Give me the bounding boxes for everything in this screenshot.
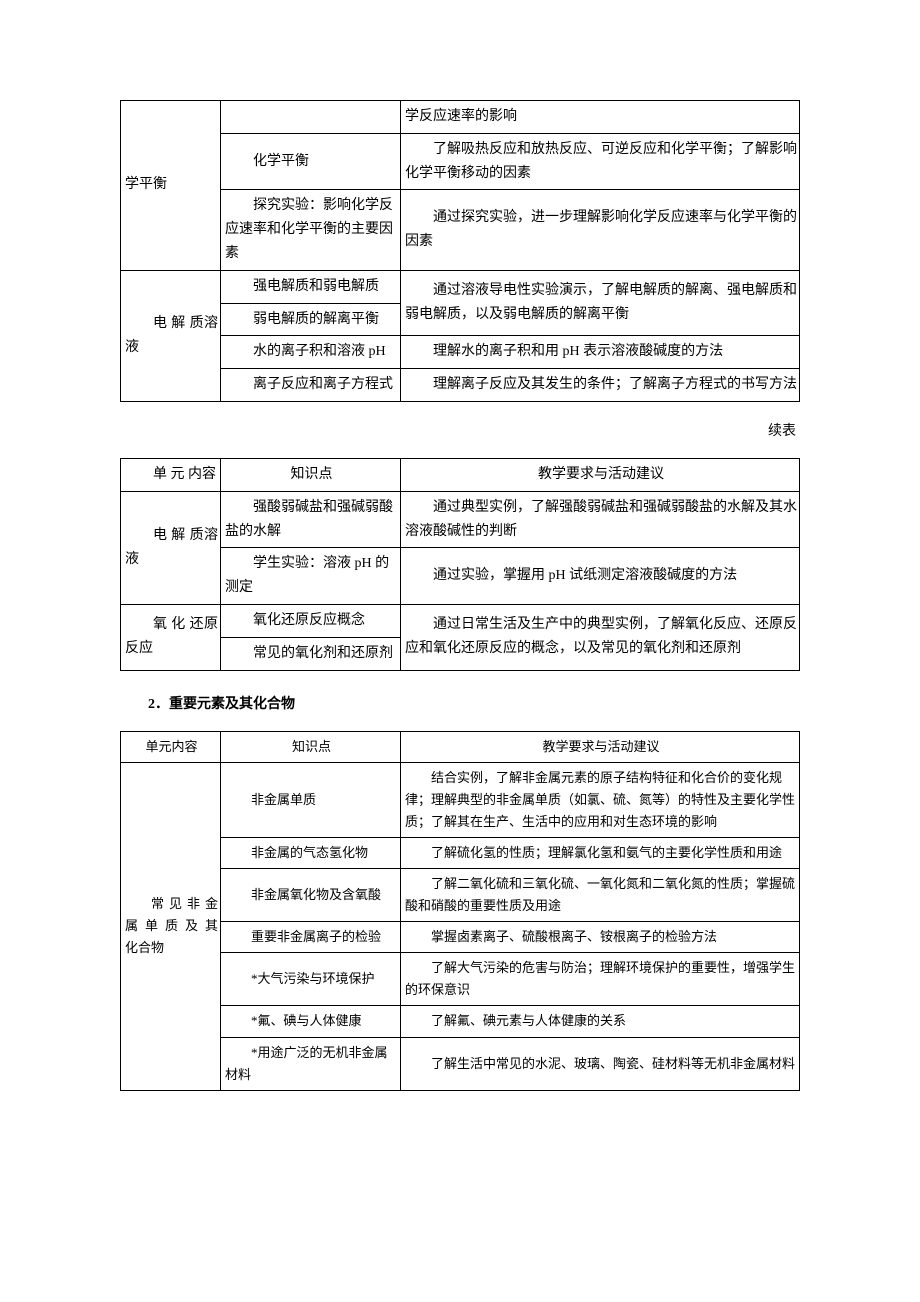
table-row: 电 解 质溶液 强电解质和弱电解质 通过溶液导电性实验演示，了解电解质的解离、强… bbox=[121, 270, 800, 303]
req-cell: 通过日常生活及生产中的典型实例，了解氧化反应、还原反应和氧化还原反应的概念，以及… bbox=[401, 604, 800, 670]
continue-table-label: 续表 bbox=[120, 420, 796, 440]
table-row: 重要非金属离子的检验 掌握卤素离子、硫酸根离子、铵根离子的检验方法 bbox=[121, 922, 800, 953]
req-cell: 了解吸热反应和放热反应、可逆反应和化学平衡；了解影响化学平衡移动的因素 bbox=[401, 133, 800, 190]
req-cell: 掌握卤素离子、硫酸根离子、铵根离子的检验方法 bbox=[401, 922, 800, 953]
topic-cell: 弱电解质的解离平衡 bbox=[221, 303, 401, 336]
req-cell: 学反应速率的影响 bbox=[401, 101, 800, 134]
unit-cell: 电 解 质溶液 bbox=[121, 491, 221, 604]
table-row: 学生实验：溶液 pH 的测定 通过实验，掌握用 pH 试纸测定溶液酸碱度的方法 bbox=[121, 548, 800, 605]
topic-cell: 探究实验：影响化学反应速率和化学平衡的主要因素 bbox=[221, 190, 401, 270]
header-unit: 单 元 内容 bbox=[121, 458, 221, 491]
req-cell: 通过典型实例，了解强酸弱碱盐和强碱弱酸盐的水解及其水溶液酸碱性的判断 bbox=[401, 491, 800, 548]
table-header-row: 单元内容 知识点 教学要求与活动建议 bbox=[121, 731, 800, 762]
topic-cell: 常见的氧化剂和还原剂 bbox=[221, 637, 401, 670]
table-row: 非金属氧化物及含氧酸 了解二氧化硫和三氧化硫、一氧化氮和二氧化氮的性质；掌握硫酸… bbox=[121, 869, 800, 922]
table-chemistry-continued: 单 元 内容 知识点 教学要求与活动建议 电 解 质溶液 强酸弱碱盐和强碱弱酸盐… bbox=[120, 458, 800, 671]
unit-cell: 学平衡 bbox=[121, 101, 221, 271]
table-row: 非金属的气态氢化物 了解硫化氢的性质；理解氯化氢和氨气的主要化学性质和用途 bbox=[121, 837, 800, 868]
topic-cell: 化学平衡 bbox=[221, 133, 401, 190]
topic-cell: 非金属氧化物及含氧酸 bbox=[221, 869, 401, 922]
req-cell: 通过溶液导电性实验演示，了解电解质的解离、强电解质和弱电解质，以及弱电解质的解离… bbox=[401, 270, 800, 336]
topic-cell: 非金属的气态氢化物 bbox=[221, 837, 401, 868]
topic-cell: 学生实验：溶液 pH 的测定 bbox=[221, 548, 401, 605]
table-header-row: 单 元 内容 知识点 教学要求与活动建议 bbox=[121, 458, 800, 491]
topic-cell: *氟、碘与人体健康 bbox=[221, 1006, 401, 1037]
header-req: 教学要求与活动建议 bbox=[401, 458, 800, 491]
table-row: 化学平衡 了解吸热反应和放热反应、可逆反应和化学平衡；了解影响化学平衡移动的因素 bbox=[121, 133, 800, 190]
topic-cell: 离子反应和离子方程式 bbox=[221, 369, 401, 402]
table-row: 学平衡 学反应速率的影响 bbox=[121, 101, 800, 134]
header-req: 教学要求与活动建议 bbox=[401, 731, 800, 762]
req-cell: 理解水的离子积和用 pH 表示溶液酸碱度的方法 bbox=[401, 336, 800, 369]
table-row: *大气污染与环境保护 了解大气污染的危害与防治；理解环境保护的重要性，增强学生的… bbox=[121, 953, 800, 1006]
table-row: 水的离子积和溶液 pH 理解水的离子积和用 pH 表示溶液酸碱度的方法 bbox=[121, 336, 800, 369]
header-unit: 单元内容 bbox=[121, 731, 221, 762]
table-row: *用途广泛的无机非金属材料 了解生活中常见的水泥、玻璃、陶瓷、硅材料等无机非金属… bbox=[121, 1037, 800, 1090]
topic-cell: 重要非金属离子的检验 bbox=[221, 922, 401, 953]
table-row: 常 见 非 金属 单 质 及 其 化合物 非金属单质 结合实例，了解非金属元素的… bbox=[121, 762, 800, 837]
topic-cell: *用途广泛的无机非金属材料 bbox=[221, 1037, 401, 1090]
table-row: *氟、碘与人体健康 了解氟、碘元素与人体健康的关系 bbox=[121, 1006, 800, 1037]
req-cell: 结合实例，了解非金属元素的原子结构特征和化合价的变化规律；理解典型的非金属单质（… bbox=[401, 762, 800, 837]
req-cell: 了解大气污染的危害与防治；理解环境保护的重要性，增强学生的环保意识 bbox=[401, 953, 800, 1006]
topic-cell: 氧化还原反应概念 bbox=[221, 604, 401, 637]
table-chemistry-equilibrium: 学平衡 学反应速率的影响 化学平衡 了解吸热反应和放热反应、可逆反应和化学平衡；… bbox=[120, 100, 800, 402]
req-cell: 了解氟、碘元素与人体健康的关系 bbox=[401, 1006, 800, 1037]
topic-cell bbox=[221, 101, 401, 134]
req-cell: 通过实验，掌握用 pH 试纸测定溶液酸碱度的方法 bbox=[401, 548, 800, 605]
req-cell: 理解离子反应及其发生的条件；了解离子方程式的书写方法 bbox=[401, 369, 800, 402]
table-elements-compounds: 单元内容 知识点 教学要求与活动建议 常 见 非 金属 单 质 及 其 化合物 … bbox=[120, 731, 800, 1091]
req-cell: 通过探究实验，进一步理解影响化学反应速率与化学平衡的因素 bbox=[401, 190, 800, 270]
table-row: 电 解 质溶液 强酸弱碱盐和强碱弱酸盐的水解 通过典型实例，了解强酸弱碱盐和强碱… bbox=[121, 491, 800, 548]
topic-cell: 强电解质和弱电解质 bbox=[221, 270, 401, 303]
req-cell: 了解生活中常见的水泥、玻璃、陶瓷、硅材料等无机非金属材料 bbox=[401, 1037, 800, 1090]
section-heading-elements: 2．重要元素及其化合物 bbox=[120, 693, 800, 713]
table-row: 探究实验：影响化学反应速率和化学平衡的主要因素 通过探究实验，进一步理解影响化学… bbox=[121, 190, 800, 270]
unit-cell: 电 解 质溶液 bbox=[121, 270, 221, 401]
req-cell: 了解硫化氢的性质；理解氯化氢和氨气的主要化学性质和用途 bbox=[401, 837, 800, 868]
topic-cell: 强酸弱碱盐和强碱弱酸盐的水解 bbox=[221, 491, 401, 548]
topic-cell: 水的离子积和溶液 pH bbox=[221, 336, 401, 369]
header-topic: 知识点 bbox=[221, 731, 401, 762]
req-cell: 了解二氧化硫和三氧化硫、一氧化氮和二氧化氮的性质；掌握硫酸和硝酸的重要性质及用途 bbox=[401, 869, 800, 922]
table-row: 氧 化 还原反应 氧化还原反应概念 通过日常生活及生产中的典型实例，了解氧化反应… bbox=[121, 604, 800, 637]
topic-cell: *大气污染与环境保护 bbox=[221, 953, 401, 1006]
table-row: 离子反应和离子方程式 理解离子反应及其发生的条件；了解离子方程式的书写方法 bbox=[121, 369, 800, 402]
header-topic: 知识点 bbox=[221, 458, 401, 491]
unit-cell: 氧 化 还原反应 bbox=[121, 604, 221, 670]
topic-cell: 非金属单质 bbox=[221, 762, 401, 837]
unit-cell: 常 见 非 金属 单 质 及 其 化合物 bbox=[121, 762, 221, 1090]
